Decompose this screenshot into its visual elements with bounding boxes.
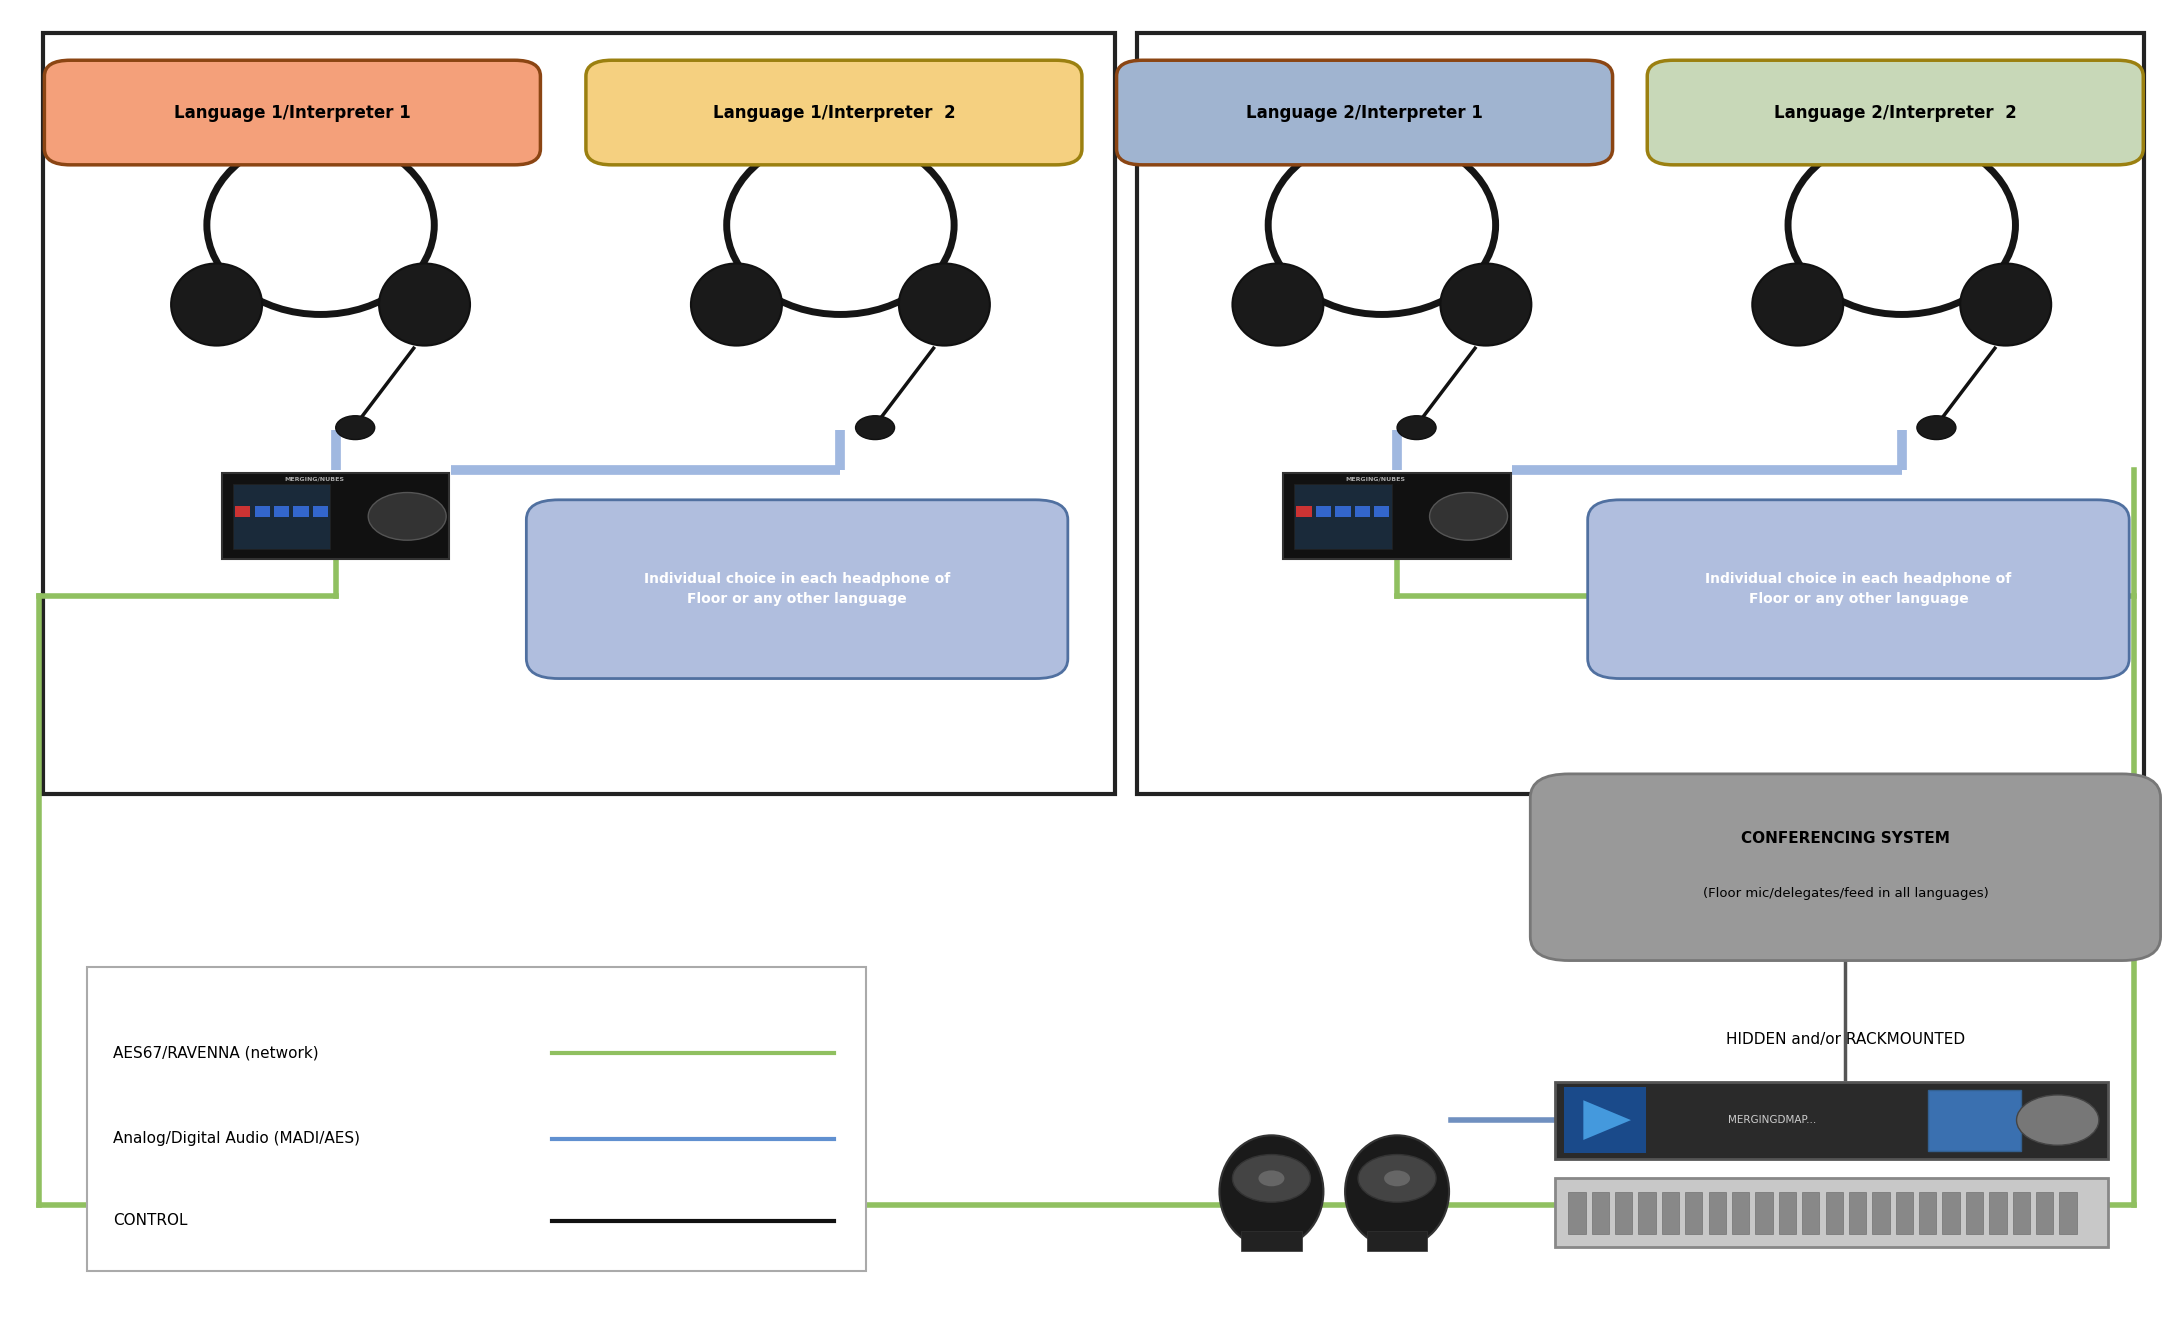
FancyBboxPatch shape <box>1295 507 1313 518</box>
FancyBboxPatch shape <box>236 507 251 518</box>
Ellipse shape <box>1960 263 2051 346</box>
FancyBboxPatch shape <box>1118 61 1612 166</box>
FancyBboxPatch shape <box>1334 507 1352 518</box>
Circle shape <box>368 493 446 540</box>
FancyBboxPatch shape <box>1317 507 1330 518</box>
Ellipse shape <box>1345 1136 1449 1247</box>
Text: Individual choice in each headphone of
Floor or any other language: Individual choice in each headphone of F… <box>1705 572 2012 606</box>
FancyBboxPatch shape <box>1295 485 1393 549</box>
Ellipse shape <box>1219 1136 1323 1247</box>
FancyBboxPatch shape <box>1871 1192 1889 1234</box>
Text: CONTROL: CONTROL <box>113 1213 186 1229</box>
FancyBboxPatch shape <box>1568 1192 1586 1234</box>
Circle shape <box>1358 1155 1436 1202</box>
FancyBboxPatch shape <box>1943 1192 1960 1234</box>
Circle shape <box>1430 493 1508 540</box>
FancyBboxPatch shape <box>585 61 1081 166</box>
FancyBboxPatch shape <box>1919 1192 1936 1234</box>
Text: HIDDEN and/or RACKMOUNTED: HIDDEN and/or RACKMOUNTED <box>1726 1031 1965 1047</box>
FancyBboxPatch shape <box>256 507 271 518</box>
FancyBboxPatch shape <box>1778 1192 1796 1234</box>
Circle shape <box>2017 1095 2099 1145</box>
FancyBboxPatch shape <box>1564 1087 1646 1153</box>
Text: MERGING/NUBES: MERGING/NUBES <box>1345 477 1406 482</box>
Text: Language 2/Interpreter 1: Language 2/Interpreter 1 <box>1245 103 1484 122</box>
FancyBboxPatch shape <box>1709 1192 1726 1234</box>
FancyBboxPatch shape <box>1555 1082 2108 1158</box>
Circle shape <box>1917 416 1956 440</box>
FancyBboxPatch shape <box>1928 1090 2021 1151</box>
FancyBboxPatch shape <box>1646 61 2144 166</box>
Ellipse shape <box>171 263 262 346</box>
FancyBboxPatch shape <box>526 500 1068 679</box>
FancyBboxPatch shape <box>234 485 331 549</box>
Text: MERGING/NUBES: MERGING/NUBES <box>284 477 344 482</box>
FancyBboxPatch shape <box>2012 1192 2030 1234</box>
FancyBboxPatch shape <box>1637 1192 1655 1234</box>
FancyBboxPatch shape <box>87 967 866 1271</box>
FancyBboxPatch shape <box>1802 1192 1819 1234</box>
Text: Language 1/Interpreter 1: Language 1/Interpreter 1 <box>173 103 412 122</box>
FancyBboxPatch shape <box>1616 1192 1633 1234</box>
Ellipse shape <box>691 263 782 346</box>
Ellipse shape <box>1752 263 1843 346</box>
Circle shape <box>1397 416 1436 440</box>
Ellipse shape <box>899 263 990 346</box>
FancyBboxPatch shape <box>223 474 451 560</box>
FancyBboxPatch shape <box>1661 1192 1679 1234</box>
FancyBboxPatch shape <box>2060 1192 2077 1234</box>
Text: Analog/Digital Audio (MADI/AES): Analog/Digital Audio (MADI/AES) <box>113 1131 360 1147</box>
FancyBboxPatch shape <box>1967 1192 1984 1234</box>
Circle shape <box>336 416 375 440</box>
FancyBboxPatch shape <box>45 61 542 166</box>
FancyBboxPatch shape <box>314 507 329 518</box>
Text: Individual choice in each headphone of
Floor or any other language: Individual choice in each headphone of F… <box>643 572 951 606</box>
Ellipse shape <box>1440 263 1531 346</box>
FancyBboxPatch shape <box>1850 1192 1867 1234</box>
FancyBboxPatch shape <box>43 33 1115 794</box>
Circle shape <box>1258 1170 1284 1186</box>
FancyBboxPatch shape <box>1588 500 2129 679</box>
FancyBboxPatch shape <box>273 507 290 518</box>
Circle shape <box>856 416 895 440</box>
FancyBboxPatch shape <box>1375 507 1391 518</box>
Ellipse shape <box>379 263 470 346</box>
FancyBboxPatch shape <box>1592 1192 1609 1234</box>
Ellipse shape <box>1232 263 1323 346</box>
FancyBboxPatch shape <box>1988 1192 2006 1234</box>
FancyBboxPatch shape <box>1754 1192 1772 1234</box>
FancyBboxPatch shape <box>2036 1192 2053 1234</box>
FancyBboxPatch shape <box>1137 33 2144 794</box>
FancyBboxPatch shape <box>1367 1231 1427 1251</box>
FancyBboxPatch shape <box>1282 474 1512 560</box>
Text: MERGINGDMAP...: MERGINGDMAP... <box>1728 1115 1815 1125</box>
FancyBboxPatch shape <box>1555 1178 2108 1247</box>
FancyBboxPatch shape <box>1685 1192 1702 1234</box>
FancyBboxPatch shape <box>1356 507 1371 518</box>
Circle shape <box>1232 1155 1310 1202</box>
Text: Language 1/Interpreter  2: Language 1/Interpreter 2 <box>713 103 955 122</box>
Text: (Floor mic/delegates/feed in all languages): (Floor mic/delegates/feed in all languag… <box>1702 887 1988 900</box>
FancyBboxPatch shape <box>1826 1192 1843 1234</box>
Text: AES67/RAVENNA (network): AES67/RAVENNA (network) <box>113 1045 318 1061</box>
FancyBboxPatch shape <box>1529 775 2160 961</box>
Circle shape <box>1384 1170 1410 1186</box>
Text: CONFERENCING SYSTEM: CONFERENCING SYSTEM <box>1741 830 1949 846</box>
FancyBboxPatch shape <box>292 507 310 518</box>
FancyBboxPatch shape <box>1895 1192 1913 1234</box>
FancyBboxPatch shape <box>1241 1231 1302 1251</box>
FancyBboxPatch shape <box>1733 1192 1750 1234</box>
Text: Language 2/Interpreter  2: Language 2/Interpreter 2 <box>1774 103 2017 122</box>
Polygon shape <box>1583 1100 1631 1140</box>
